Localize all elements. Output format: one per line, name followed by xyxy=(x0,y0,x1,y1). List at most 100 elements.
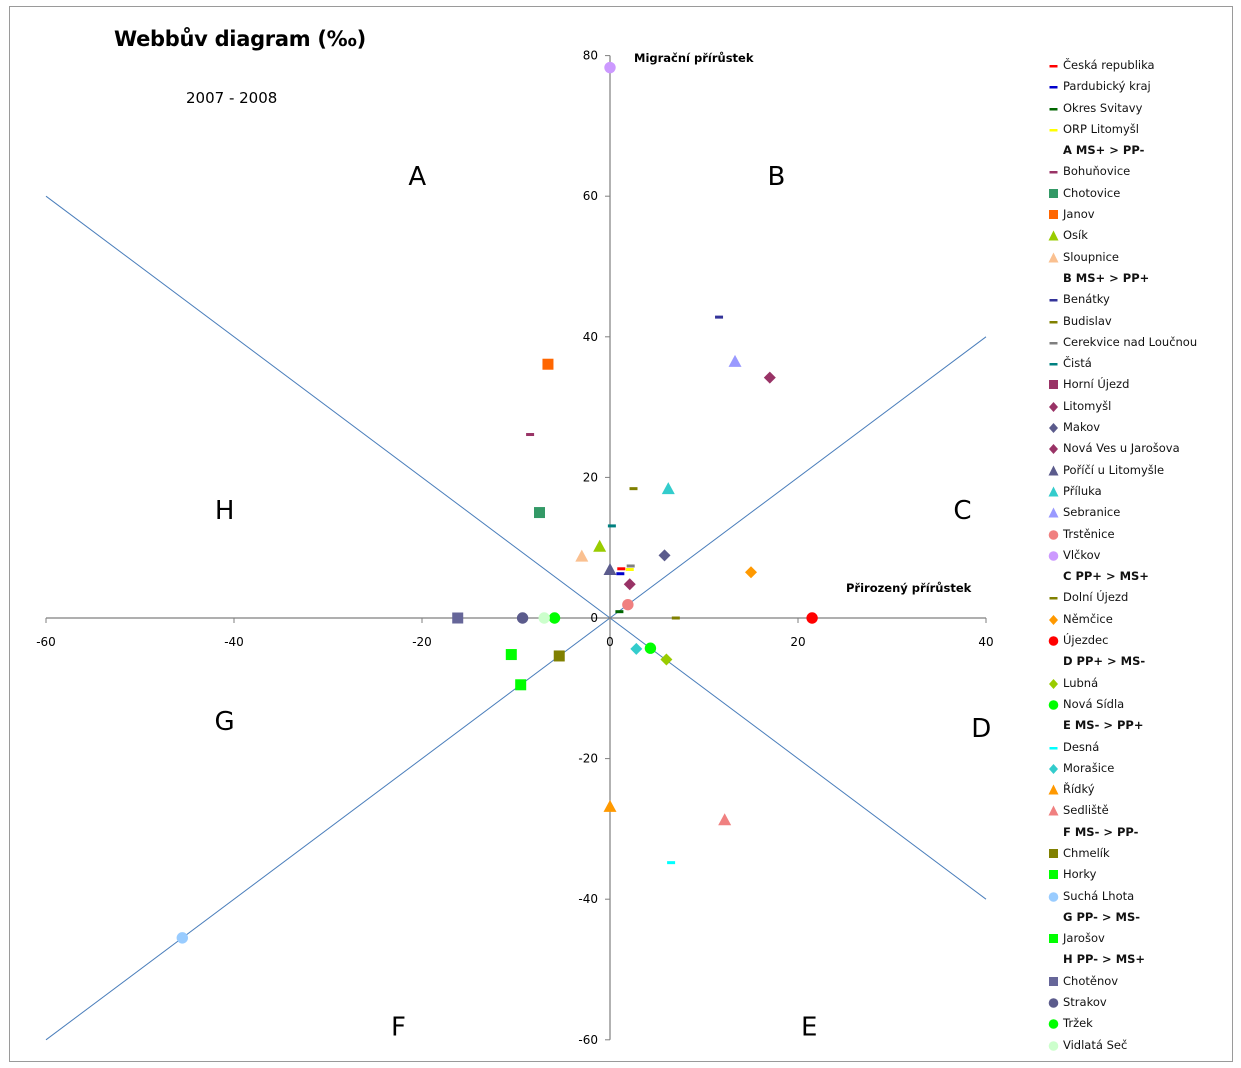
y-tick-label: 40 xyxy=(583,330,598,344)
legend-marker xyxy=(1049,380,1058,390)
legend-item: Morašice xyxy=(1048,758,1236,779)
legend-label: Litomyšl xyxy=(1063,398,1112,413)
legend-item: Poříčí u Litomyšle xyxy=(1048,460,1236,481)
legend-item: Sedliště xyxy=(1048,800,1236,821)
legend-item: Chotěnov xyxy=(1048,971,1236,992)
y-tick-label: 0 xyxy=(590,611,598,625)
legend-group-header: B MS+ > PP+ xyxy=(1048,268,1236,289)
legend-item: Okres Svitavy xyxy=(1048,98,1236,119)
legend-item: Sloupnice xyxy=(1048,247,1236,268)
legend-item: Strakov xyxy=(1048,992,1236,1013)
legend-item: Chmelík xyxy=(1048,843,1236,864)
legend-item: Budislav xyxy=(1048,311,1236,332)
legend-marker xyxy=(1049,763,1058,774)
legend-item: Litomyšl xyxy=(1048,396,1236,417)
legend-marker xyxy=(1048,230,1059,241)
legend-marker xyxy=(1049,341,1058,345)
legend-marker xyxy=(1049,614,1058,625)
legend-marker xyxy=(1048,636,1059,646)
legend-marker xyxy=(1048,1040,1059,1051)
data-point xyxy=(542,358,554,370)
legend-label: Trstěnice xyxy=(1063,526,1115,541)
y-tick-label: -60 xyxy=(578,1033,598,1047)
legend-group-header: E MS- > PP+ xyxy=(1048,715,1236,736)
data-point xyxy=(763,371,776,384)
legend-marker xyxy=(1049,363,1058,366)
region-label-f: F xyxy=(391,1013,406,1043)
legend-label: Němčice xyxy=(1063,611,1113,626)
data-point xyxy=(616,572,625,576)
data-point xyxy=(515,679,527,691)
legend-label: E MS- > PP+ xyxy=(1063,718,1144,733)
legend-item: Trstěnice xyxy=(1048,524,1236,545)
legend-item: Desná xyxy=(1048,737,1236,758)
region-label-c: C xyxy=(953,496,971,526)
data-point xyxy=(630,642,643,655)
legend-item: Janov xyxy=(1048,204,1236,225)
legend-label: Okres Svitavy xyxy=(1063,100,1143,115)
legend-label: A MS+ > PP- xyxy=(1063,143,1145,158)
data-point xyxy=(622,598,634,611)
data-point xyxy=(538,612,550,624)
legend-marker xyxy=(1049,423,1058,434)
chart-subtitle: 2007 - 2008 xyxy=(186,89,278,107)
legend-label: Morašice xyxy=(1063,760,1115,775)
legend-label: Jarošov xyxy=(1063,931,1105,946)
data-point xyxy=(534,507,545,519)
legend-label: Horní Újezd xyxy=(1063,377,1130,392)
legend-label: Poříčí u Litomyšle xyxy=(1063,462,1165,477)
region-label-a: A xyxy=(408,162,426,192)
legend-item: Cerekvice nad Loučnou xyxy=(1048,332,1236,353)
legend-item: Dolní Újezd xyxy=(1048,587,1236,608)
legend-group-header: H PP- > MS+ xyxy=(1048,949,1236,970)
data-point xyxy=(623,578,636,591)
legend-marker xyxy=(1048,252,1059,263)
legend-item: Příluka xyxy=(1048,481,1236,502)
data-point xyxy=(626,564,635,568)
x-tick-label: -20 xyxy=(412,635,432,649)
legend-item: Jarošov xyxy=(1048,928,1236,949)
data-point xyxy=(607,524,616,528)
data-point xyxy=(658,549,671,562)
y-tick-label: -40 xyxy=(578,892,598,906)
legend-marker xyxy=(1049,597,1058,600)
data-point xyxy=(660,653,673,666)
legend-item: Újezdec xyxy=(1048,630,1236,651)
x-tick-label: 0 xyxy=(606,635,614,649)
legend-label: Lubná xyxy=(1063,675,1099,690)
data-point xyxy=(644,642,657,654)
legend-marker xyxy=(1048,486,1059,497)
legend-marker xyxy=(1049,976,1058,986)
legend-marker xyxy=(1049,934,1058,944)
data-point xyxy=(452,612,464,624)
legend-item: Pardubický kraj xyxy=(1048,76,1236,97)
region-label-h: H xyxy=(215,496,235,526)
legend-group-header: C PP+ > MS+ xyxy=(1048,566,1236,587)
legend-label: C PP+ > MS+ xyxy=(1063,569,1149,584)
legend-label: Dolní Újezd xyxy=(1063,590,1129,605)
legend-label: ORP Litomyšl xyxy=(1063,121,1139,136)
legend-item: Vlčkov xyxy=(1048,545,1236,566)
legend-marker xyxy=(1048,1019,1059,1030)
legend-label: Desná xyxy=(1063,739,1100,754)
legend-label: B MS+ > PP+ xyxy=(1063,270,1150,285)
legend-item: Horky xyxy=(1048,864,1236,885)
y-axis-label: Migrační přírůstek xyxy=(634,51,754,65)
region-label-b: B xyxy=(767,162,785,192)
legend-marker xyxy=(1049,65,1058,68)
legend-label: Nová Sídla xyxy=(1063,696,1125,711)
legend-label: Osík xyxy=(1063,228,1088,243)
legend-item: Horní Újezd xyxy=(1048,374,1236,395)
legend-marker xyxy=(1048,998,1059,1008)
legend-item: Čistá xyxy=(1048,353,1236,374)
legend-label: Sebranice xyxy=(1063,505,1121,520)
data-point xyxy=(617,567,626,571)
legend-marker xyxy=(1048,805,1059,816)
data-point xyxy=(526,433,535,437)
legend-item: Tržek xyxy=(1048,1013,1236,1034)
legend-marker xyxy=(1049,870,1058,880)
x-tick-label: -40 xyxy=(224,635,244,649)
legend-item: Sebranice xyxy=(1048,502,1236,523)
legend-label: Nová Ves u Jarošova xyxy=(1063,441,1180,456)
reference-line xyxy=(45,195,987,900)
